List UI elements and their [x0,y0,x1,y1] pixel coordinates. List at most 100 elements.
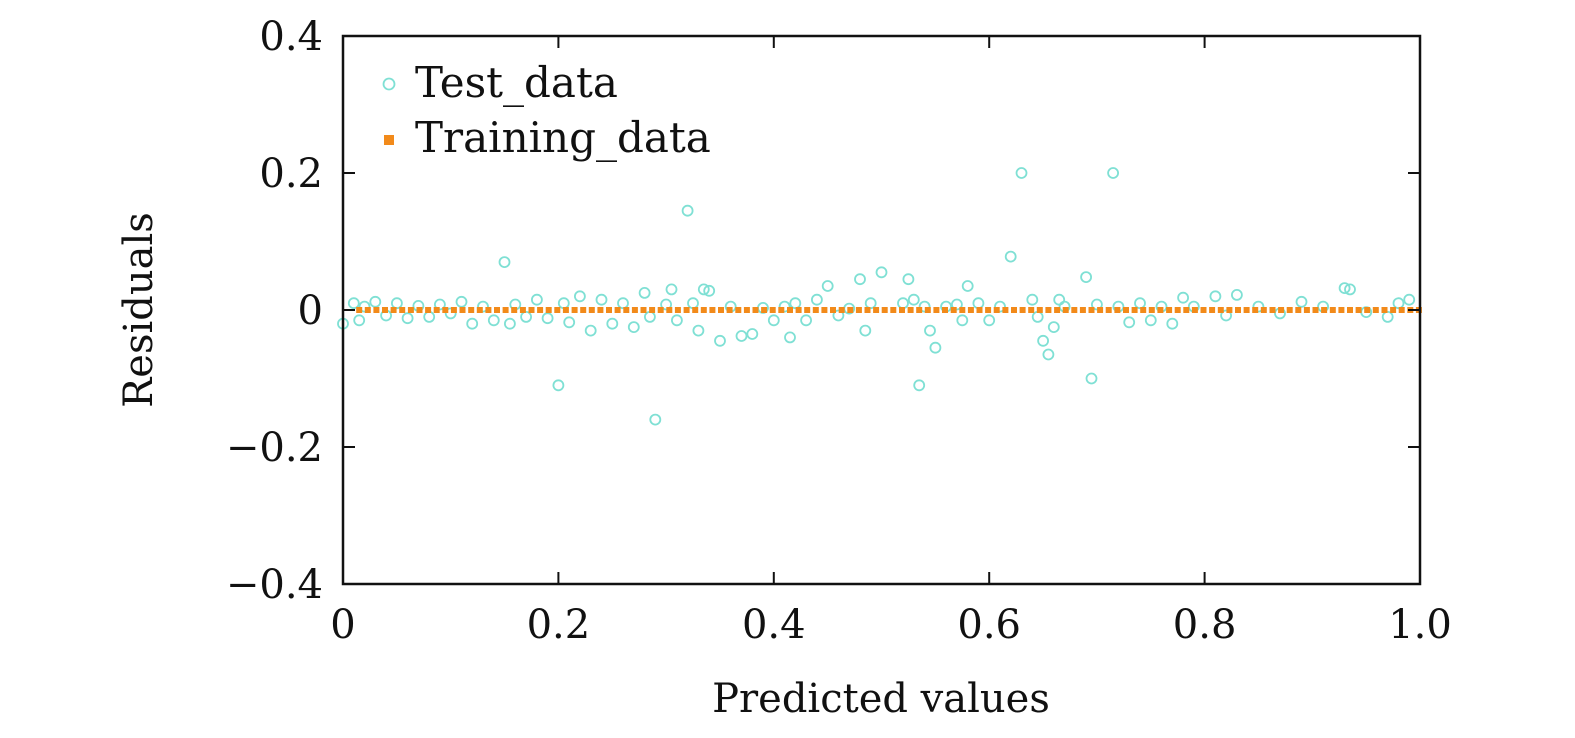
training-data-point [821,307,828,313]
training-data-point [950,307,957,313]
test-data-point [1134,297,1146,310]
test-data-point [1026,293,1039,306]
training-data-point [545,307,552,313]
y-tick-label: 0.4 [259,14,323,60]
test-data-point [503,317,516,330]
test-data-point [907,293,920,306]
test-data-point [913,379,926,392]
test-data-point [563,316,576,329]
training-data-point [1252,307,1259,313]
test-data-point [1252,300,1265,313]
test-data-point [714,334,726,347]
y-axis-ticks: −0.4 −0.2 0 0.2 0.4 [226,14,1420,608]
test-data-point [1338,282,1351,295]
test-data-point [697,283,710,296]
x-tick-label: 0 [330,602,355,648]
test-data-point [466,317,479,330]
test-data-point [401,312,414,325]
test-data-point [864,297,877,310]
training-data-point [1166,307,1173,313]
training-data-point [1260,307,1267,313]
test-data-point [789,297,802,310]
test-data-point [606,317,619,330]
training-data-point [606,307,612,313]
test-data-point [498,256,511,269]
training-data-point [1235,307,1241,313]
legend-test-marker [382,77,396,91]
training-data-point [1321,307,1328,313]
test-data-point [390,297,403,310]
training-data-point [933,307,940,313]
training-data-point [485,307,492,313]
test-data-point [1015,167,1028,179]
training-data-point [494,307,500,313]
training-data-point [1329,307,1336,313]
training-data-point [1028,307,1035,313]
test-data-point [1344,283,1356,296]
training-data-point [674,307,681,313]
test-data-point [584,324,597,337]
training-data-point [1381,307,1388,313]
test-data-point [520,310,532,323]
training-data-point [588,307,595,313]
training-data-point [1097,307,1104,313]
training-data-point [580,307,587,313]
training-data-point [1278,307,1285,313]
training-data-point [735,307,742,313]
test-data-point [778,300,791,313]
training-data-point [1364,307,1371,313]
test-data-point [1037,334,1049,347]
training-data-point [649,307,656,313]
training-data-point [554,307,561,313]
training-data-point [1398,307,1405,313]
training-data-point [442,307,449,313]
training-data-point [373,307,380,313]
training-data-point [1295,307,1302,313]
test-data-point [767,314,780,327]
training-data-point [1148,307,1155,313]
training-data-point [1269,307,1276,313]
training-data-point [967,307,974,313]
test-data-point [1403,293,1416,306]
test-data-point [875,266,888,279]
x-tick-label: 1.0 [1388,602,1452,648]
training-data-point [623,307,630,313]
training-data-point [709,307,716,313]
training-data-point [459,307,466,313]
test-data-point [353,314,366,327]
test-data-point [617,297,629,310]
test-data-point [692,324,705,337]
training-data-point [1011,307,1017,313]
training-data-point [916,307,923,313]
test-data-point [902,273,915,286]
training-data-point [416,307,423,313]
training-data-point [1088,307,1095,313]
y-tick-label: 0.2 [259,151,323,197]
test-data-point [929,341,942,354]
training-data-series [356,307,1422,313]
training-data-point [1105,307,1112,313]
y-axis-label: Residuals [116,212,162,408]
training-data-point [976,307,983,313]
training-data-point [804,307,811,313]
training-data-point [511,307,518,313]
test-data-point [541,312,554,325]
training-data-point [1226,307,1233,313]
training-data-point [890,307,897,313]
training-data-point [942,307,948,313]
training-data-point [1209,307,1216,313]
test-data-point [638,286,651,299]
training-data-point [1062,307,1069,313]
training-data-point [881,307,888,313]
training-data-point [795,307,802,313]
training-data-point [993,307,1000,313]
training-data-point [683,307,690,313]
training-data-point [1312,307,1319,313]
test-data-point [1123,316,1136,329]
y-tick-label: −0.2 [226,425,323,471]
test-data-point [961,280,974,292]
training-data-point [700,307,707,313]
test-data-point [1091,298,1103,311]
training-data-point [1174,307,1181,313]
test-data-point [854,273,866,286]
